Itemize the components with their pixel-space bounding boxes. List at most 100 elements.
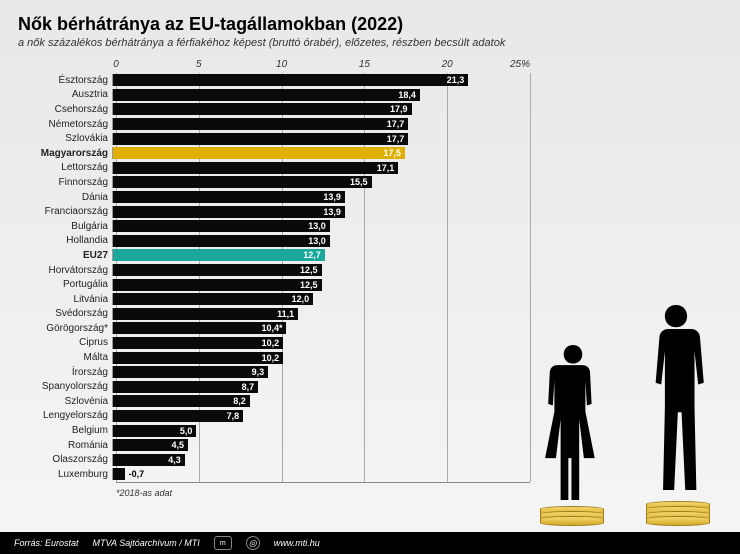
bar-value: -0,7 <box>125 469 145 479</box>
bar: 12,0 <box>113 293 313 305</box>
bar-track: 4,5 <box>112 439 530 451</box>
country-label: Luxemburg <box>18 469 112 480</box>
bar-value: 17,5 <box>383 148 401 158</box>
bar-value: 17,7 <box>387 119 405 129</box>
footer-url: www.mti.hu <box>274 538 320 548</box>
bar-track: 8,7 <box>112 381 530 393</box>
bar-row: Magyarország 17,5 <box>18 146 530 161</box>
bar-track: 13,9 <box>112 206 530 218</box>
bar-row: Belgium 5,0 <box>18 423 530 438</box>
bar: 11,1 <box>113 308 298 320</box>
bar-row: Finnország 15,5 <box>18 175 530 190</box>
bar: 12,5 <box>113 279 322 291</box>
bar-row: Franciaország 13,9 <box>18 204 530 219</box>
bar: 8,2 <box>113 395 250 407</box>
bar-track: 21,3 <box>112 74 530 86</box>
bar: 17,5 <box>113 147 405 159</box>
bar: 10,4* <box>113 322 286 334</box>
bar-track: 15,5 <box>112 176 530 188</box>
bar-row: Észtország21,3 <box>18 73 530 88</box>
bar-value: 9,3 <box>252 367 265 377</box>
country-label: Portugália <box>18 279 112 290</box>
country-label: Finnország <box>18 177 112 188</box>
country-label: Bulgária <box>18 221 112 232</box>
coin-icon <box>646 516 710 526</box>
country-label: Észtország <box>18 75 112 86</box>
footer: Forrás: Eurostat MTVA Sajtóarchívum / MT… <box>0 532 740 554</box>
bar-row: Hollandia 13,0 <box>18 234 530 249</box>
bar-value: 10,4* <box>261 323 282 333</box>
country-label: Szlovákia <box>18 133 112 144</box>
bar-value: 13,9 <box>323 192 341 202</box>
bar-value: 17,9 <box>390 104 408 114</box>
country-label: Belgium <box>18 425 112 436</box>
x-axis: 0510152025% <box>18 59 530 73</box>
axis-tick: 10 <box>276 59 287 70</box>
bar-row: Görögország*10,4* <box>18 321 530 336</box>
axis-tick: 15 <box>359 59 370 70</box>
bar-value: 5,0 <box>180 426 193 436</box>
bar-row: Svédország11,1 <box>18 307 530 322</box>
bar-track: -0,7 <box>112 468 530 480</box>
footnote: *2018-as adat <box>116 488 530 498</box>
bar-row: Szlovákia 17,7 <box>18 131 530 146</box>
bar-value: 4,5 <box>172 440 185 450</box>
bar-value: 12,5 <box>300 265 318 275</box>
bar-track: 13,9 <box>112 191 530 203</box>
bar-value: 13,0 <box>308 236 326 246</box>
country-label: Lettország <box>18 162 112 173</box>
country-label: Dánia <box>18 192 112 203</box>
bar-track: 10,2 <box>112 337 530 349</box>
bar-track: 13,0 <box>112 235 530 247</box>
bar-track: 17,1 <box>112 162 530 174</box>
bar-track: 13,0 <box>112 220 530 232</box>
country-label: Németország <box>18 119 112 130</box>
axis-tick: 25% <box>510 59 530 70</box>
bar-row: Lettország 17,1 <box>18 161 530 176</box>
bar-value: 4,3 <box>168 455 181 465</box>
bar: 5,0 <box>113 425 196 437</box>
bar-row: Portugália12,5 <box>18 277 530 292</box>
country-label: Csehország <box>18 104 112 115</box>
coin-icon <box>540 516 604 526</box>
bar-value: 15,5 <box>350 177 368 187</box>
bar-row: Németország 17,7 <box>18 117 530 132</box>
bar-value: 18,4 <box>398 90 416 100</box>
country-label: Románia <box>18 440 112 451</box>
bar-track: 12,5 <box>112 279 530 291</box>
bar-value: 17,7 <box>387 134 405 144</box>
bar-row: EU2712,7 <box>18 248 530 263</box>
country-label: Olaszország <box>18 454 112 465</box>
bar-value: 13,9 <box>323 207 341 217</box>
bar-row: Ciprus10,2 <box>18 336 530 351</box>
bar-value: 17,1 <box>377 163 395 173</box>
bar-track: 12,5 <box>112 264 530 276</box>
bar-track: 12,0 <box>112 293 530 305</box>
bar-value: 12,7 <box>303 250 321 260</box>
axis-tick: 0 <box>113 59 119 70</box>
bar-track: 18,4 <box>112 89 530 101</box>
bar-value: 11,1 <box>277 309 294 319</box>
man-silhouette-icon <box>638 305 714 490</box>
bar: 13,0 <box>113 235 330 247</box>
country-label: Ciprus <box>18 337 112 348</box>
bar: 4,3 <box>113 454 185 466</box>
bar-track: 10,4* <box>112 322 530 334</box>
bar-track: 11,1 <box>112 308 530 320</box>
bar: 12,5 <box>113 264 322 276</box>
country-label: Hollandia <box>18 235 112 246</box>
bar-row: Horvátország 12,5 <box>18 263 530 278</box>
bar: -0,7 <box>113 468 125 480</box>
chart-area: 0510152025% Észtország21,3Ausztria18,4Cs… <box>18 59 530 498</box>
country-label: Írország <box>18 367 112 378</box>
country-label: Franciaország <box>18 206 112 217</box>
country-label: Magyarország <box>18 148 112 159</box>
bar-row: Csehország 17,9 <box>18 102 530 117</box>
bar-value: 13,0 <box>308 221 326 231</box>
bar-row: Málta10,2 <box>18 350 530 365</box>
country-label: Horvátország <box>18 265 112 276</box>
bar: 4,5 <box>113 439 188 451</box>
chart-subtitle: a nők százalékos bérhátránya a férfiakéh… <box>18 37 722 49</box>
bar-value: 10,2 <box>262 353 280 363</box>
bar-row: Luxemburg-0,7 <box>18 467 530 482</box>
